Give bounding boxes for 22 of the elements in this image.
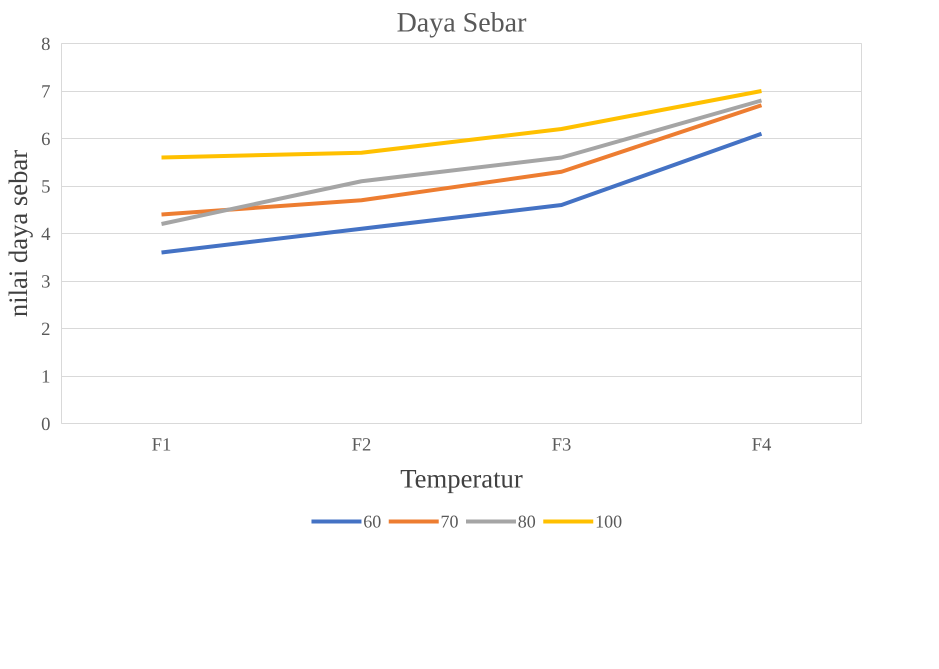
legend-label: 60 — [363, 512, 382, 532]
legend-label: 70 — [440, 512, 459, 532]
x-tick-label: F4 — [752, 434, 772, 456]
x-tick-label: F3 — [552, 434, 572, 456]
legend-label: 100 — [595, 512, 622, 532]
x-tick-label: F2 — [352, 434, 372, 456]
y-tick-label: 0 — [41, 414, 50, 435]
y-tick-label: 2 — [41, 319, 50, 340]
y-tick-label: 5 — [41, 176, 50, 198]
line-series — [160, 132, 764, 254]
y-tick-label: 6 — [41, 129, 50, 150]
y-tick-label: 3 — [41, 272, 50, 292]
line-series — [160, 89, 764, 160]
y-tick-label: 4 — [41, 224, 52, 245]
y-axis-title: nilai daya sebar — [3, 150, 34, 318]
y-tick-label: 8 — [41, 34, 50, 55]
y-tick-label: 1 — [41, 366, 50, 388]
x-tick-label: F1 — [152, 434, 172, 456]
legend-label: 80 — [518, 512, 536, 532]
y-tick-label: 7 — [41, 82, 50, 102]
chart-title: Daya Sebar — [396, 8, 528, 38]
x-axis-title: Temperatur — [400, 464, 523, 494]
